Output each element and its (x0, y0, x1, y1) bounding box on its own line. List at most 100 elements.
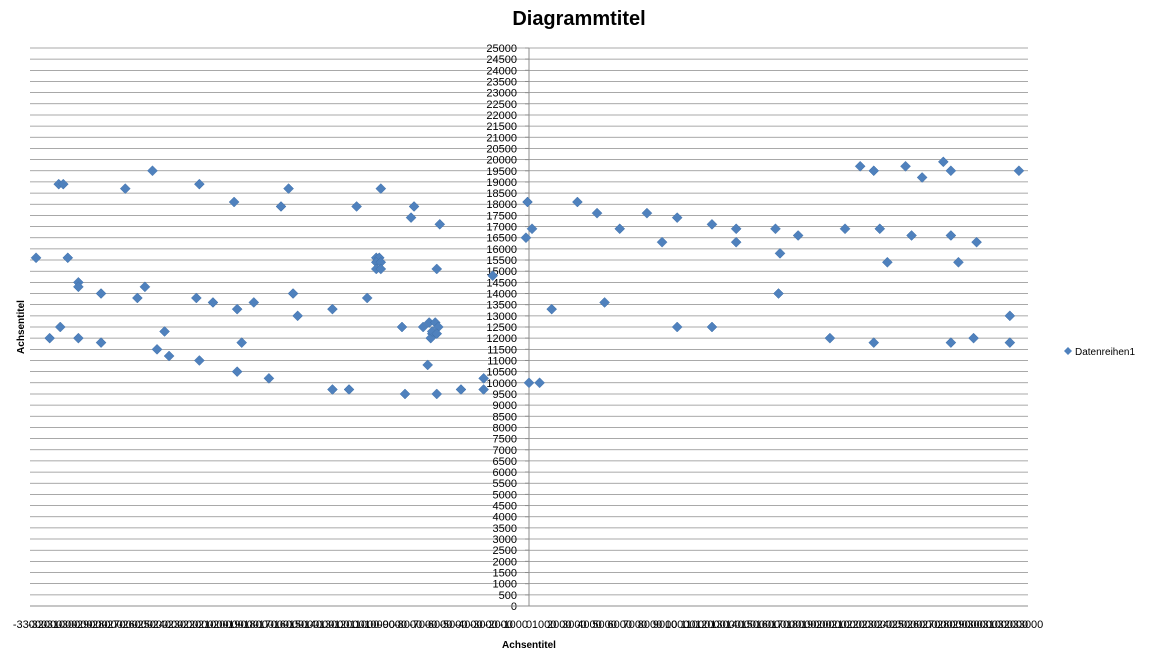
y-tick-label: 19000 (486, 177, 517, 189)
y-tick-label: 7000 (493, 445, 517, 457)
data-point (706, 218, 718, 230)
y-tick-label: 8000 (493, 422, 517, 434)
chart-title: Diagrammtitel (512, 8, 645, 30)
x-tick-label: -19000 (225, 619, 259, 631)
x-tick-label: 10000 (665, 619, 696, 631)
data-point (422, 359, 434, 371)
y-tick-label: 20000 (486, 155, 517, 167)
data-point (455, 384, 467, 395)
data-point (375, 183, 387, 194)
data-point (522, 196, 533, 208)
x-tick-label: -12000 (330, 619, 364, 631)
data-point (54, 321, 66, 333)
x-tick-label: 28000 (937, 619, 968, 631)
y-tick-label: 15500 (486, 255, 517, 267)
y-tick-label: 5000 (493, 489, 517, 501)
data-point (431, 328, 443, 340)
data-point (151, 343, 163, 355)
y-tick-label: 1000 (493, 579, 517, 591)
data-point (163, 350, 175, 362)
data-point (882, 256, 893, 268)
data-point (248, 297, 260, 308)
x-tick-label: 21000 (831, 619, 862, 631)
data-point (434, 218, 446, 230)
data-point (478, 384, 489, 395)
x-tick-label: -2000 (485, 619, 513, 631)
data-point (773, 288, 784, 299)
data-point (868, 337, 880, 348)
data-point (706, 321, 718, 333)
data-point (968, 332, 979, 344)
data-point (906, 230, 917, 241)
x-tick-label: -29000 (73, 619, 107, 631)
y-tick-label: 12000 (486, 333, 517, 345)
data-point (283, 183, 294, 194)
x-tick-label: 5000 (592, 619, 616, 631)
data-point (971, 236, 982, 248)
axes (30, 47, 1028, 607)
x-tick-label: -14000 (300, 619, 334, 631)
data-point (417, 321, 429, 333)
x-tick-label: 14000 (725, 619, 756, 631)
y-tick-label: 4500 (493, 501, 517, 513)
x-tick-label: -11000 (346, 619, 379, 631)
data-point (478, 372, 489, 384)
y-tick-label: 14000 (486, 289, 517, 301)
data-point (671, 212, 683, 223)
data-point (132, 292, 143, 304)
data-point (194, 178, 205, 190)
x-tick-label: -9000 (379, 619, 407, 631)
data-point (327, 303, 338, 315)
y-tick-label: 22000 (486, 110, 517, 122)
x-tick-label: -32000 (28, 619, 62, 631)
data-point (351, 201, 362, 212)
x-tick-label: -5000 (439, 619, 467, 631)
data-point (839, 223, 851, 235)
y-tick-label: 19500 (486, 166, 517, 178)
y-tick-label: 21500 (486, 121, 517, 133)
x-tick-label: -20000 (209, 619, 243, 631)
x-tick-label: -28000 (88, 619, 122, 631)
data-point (730, 236, 742, 248)
x-tick-label: 24000 (877, 619, 908, 631)
x-tick-label: 29000 (952, 619, 983, 631)
data-point (730, 223, 742, 235)
data-point (945, 230, 957, 241)
y-tick-label: 2500 (493, 545, 517, 557)
data-point (937, 156, 949, 168)
y-tick-label: 16500 (486, 233, 517, 245)
data-point (207, 297, 219, 308)
x-tick-label: 0 (526, 619, 532, 631)
y-tick-label: 14500 (486, 277, 517, 289)
data-point (361, 292, 373, 304)
data-point (599, 297, 610, 308)
data-point (30, 252, 42, 264)
x-tick-label: 22000 (846, 619, 877, 631)
data-point (591, 207, 603, 219)
y-tick-label: 4000 (493, 512, 517, 524)
y-tick-label: 24000 (486, 65, 517, 77)
x-tick-label: 4000 (577, 619, 601, 631)
y-tick-label: 7500 (493, 434, 517, 446)
y-tick-label: 17500 (486, 210, 517, 222)
data-point (487, 270, 499, 282)
x-tick-label: -7000 (409, 619, 437, 631)
data-point (671, 321, 683, 333)
data-point (190, 292, 202, 304)
x-tick-label: 8000 (638, 619, 662, 631)
x-tick-label: -30000 (58, 619, 92, 631)
y-tick-label: 6500 (493, 456, 517, 468)
y-tick-label: 1500 (493, 568, 517, 580)
y-tick-label: 3000 (493, 534, 517, 546)
x-tick-label: 3000 (562, 619, 586, 631)
data-point (1004, 310, 1016, 322)
data-point (1013, 165, 1025, 177)
data-point (526, 223, 538, 235)
data-point (119, 183, 131, 194)
x-tick-label: 27000 (922, 619, 953, 631)
data-point (343, 384, 355, 395)
y-tick-label: 500 (499, 590, 517, 602)
data-point (572, 196, 583, 208)
data-point (228, 196, 240, 208)
